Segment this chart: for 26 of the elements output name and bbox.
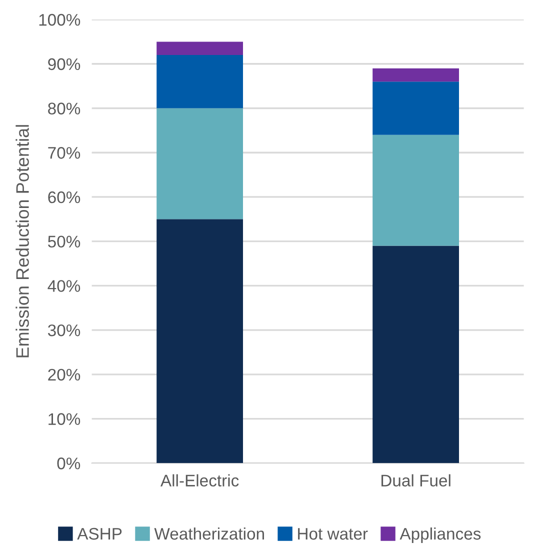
y-tick-label: 0% bbox=[57, 458, 80, 470]
y-tick-label: 90% bbox=[48, 58, 80, 70]
y-tick-label: 20% bbox=[48, 368, 80, 381]
y-tick-label: 30% bbox=[48, 324, 80, 336]
legend-label: Appliances bbox=[400, 527, 481, 543]
y-tick-label: 80% bbox=[48, 102, 80, 114]
x-tick-label: Dual Fuel bbox=[382, 474, 450, 486]
bar bbox=[372, 68, 459, 82]
legend-label: ASHP bbox=[77, 528, 122, 540]
y-tick-label: 10% bbox=[48, 413, 80, 425]
y-tick-label: 60% bbox=[48, 191, 80, 204]
bar bbox=[372, 82, 459, 135]
y-tick-label: 40% bbox=[48, 280, 80, 292]
bar bbox=[372, 134, 459, 246]
bar bbox=[156, 108, 243, 220]
y-axis-title: Emission Reduction Potential bbox=[16, 125, 29, 358]
y-tick-label: 100% bbox=[39, 14, 80, 26]
x-tick-label: All-Electric bbox=[160, 474, 239, 486]
legend-label: Weatherization bbox=[154, 527, 264, 540]
bar bbox=[156, 42, 243, 56]
y-tick-label: 50% bbox=[48, 236, 80, 248]
bar bbox=[372, 246, 459, 464]
y-tick-label: 70% bbox=[48, 147, 80, 159]
bar bbox=[156, 219, 243, 464]
bar bbox=[156, 55, 243, 108]
legend-label: Hot water bbox=[298, 528, 368, 540]
